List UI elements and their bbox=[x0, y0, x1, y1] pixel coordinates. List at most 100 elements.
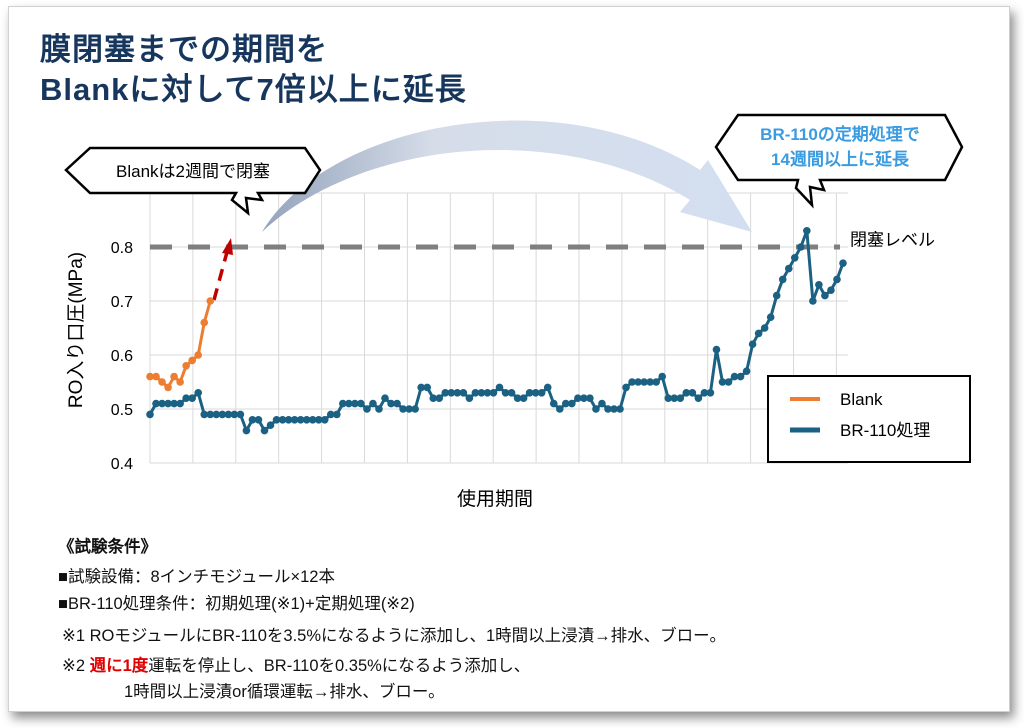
data-point-br110 bbox=[549, 399, 558, 408]
data-point-br110 bbox=[441, 389, 450, 397]
data-point-br110 bbox=[375, 405, 383, 413]
data-point-br110 bbox=[194, 389, 203, 397]
data-point-blank bbox=[206, 297, 215, 305]
y-tick-label: 0.6 bbox=[111, 348, 133, 365]
data-point-br110 bbox=[513, 394, 522, 403]
data-point-br110 bbox=[236, 410, 245, 419]
data-point-br110 bbox=[634, 378, 642, 386]
data-point-br110 bbox=[435, 394, 444, 403]
y-tick-label: 0.5 bbox=[111, 402, 133, 419]
data-point-br110 bbox=[839, 259, 847, 268]
legend-label-blank: Blank bbox=[840, 390, 883, 409]
data-point-br110 bbox=[682, 389, 691, 397]
callout-left-bubble bbox=[64, 146, 322, 216]
data-point-br110 bbox=[646, 378, 654, 386]
data-point-br110 bbox=[664, 394, 673, 403]
data-point-br110 bbox=[628, 378, 636, 386]
data-point-br110 bbox=[326, 410, 335, 419]
data-point-br110 bbox=[730, 372, 739, 381]
data-point-br110 bbox=[658, 372, 667, 381]
data-point-br110 bbox=[164, 399, 172, 408]
data-point-br110 bbox=[284, 416, 293, 424]
data-point-br110 bbox=[230, 410, 239, 419]
data-point-br110 bbox=[790, 253, 799, 262]
data-point-br110 bbox=[718, 378, 727, 386]
data-point-br110 bbox=[803, 227, 811, 235]
data-point-br110 bbox=[254, 416, 263, 424]
data-point-br110 bbox=[170, 399, 178, 408]
data-point-br110 bbox=[152, 399, 160, 408]
data-point-br110 bbox=[580, 394, 588, 403]
data-point-br110 bbox=[200, 410, 209, 419]
data-point-blank bbox=[158, 378, 166, 386]
data-point-br110 bbox=[218, 410, 227, 419]
data-point-br110 bbox=[146, 410, 154, 419]
data-point-br110 bbox=[345, 399, 353, 408]
data-point-blank bbox=[194, 351, 203, 359]
data-point-br110 bbox=[333, 410, 341, 419]
data-point-br110 bbox=[272, 416, 281, 424]
data-point-br110 bbox=[784, 264, 793, 273]
y-tick-label: 0.7 bbox=[111, 294, 133, 311]
data-point-br110 bbox=[706, 389, 715, 397]
data-point-br110 bbox=[363, 405, 371, 413]
note-2: ※2 週に1度運転を停止し、BR-110を0.35%になるよう添加し、 bbox=[62, 652, 530, 676]
note-2-prefix: ※2 bbox=[62, 657, 90, 675]
data-point-br110 bbox=[212, 410, 221, 419]
data-point-br110 bbox=[242, 426, 251, 435]
y-axis-label: RO入り口圧(MPa) bbox=[66, 252, 87, 408]
data-point-br110 bbox=[694, 394, 703, 403]
data-point-br110 bbox=[766, 313, 775, 322]
data-point-br110 bbox=[483, 389, 492, 397]
data-point-br110 bbox=[266, 421, 275, 430]
data-point-br110 bbox=[748, 340, 757, 349]
y-tick-label: 0.4 bbox=[111, 456, 133, 473]
data-point-br110 bbox=[652, 378, 660, 386]
data-point-br110 bbox=[724, 378, 733, 386]
data-point-br110 bbox=[519, 394, 528, 403]
data-point-br110 bbox=[821, 291, 829, 300]
data-point-br110 bbox=[604, 405, 612, 413]
data-point-br110 bbox=[574, 394, 582, 403]
data-point-br110 bbox=[610, 405, 618, 413]
data-point-br110 bbox=[616, 405, 624, 413]
data-point-br110 bbox=[531, 389, 540, 397]
data-point-br110 bbox=[670, 394, 679, 403]
data-point-br110 bbox=[351, 399, 359, 408]
data-point-br110 bbox=[700, 389, 709, 397]
data-point-br110 bbox=[471, 389, 480, 397]
title-line-1: 膜閉塞までの期間を bbox=[40, 32, 328, 67]
data-point-br110 bbox=[507, 389, 516, 397]
data-point-br110 bbox=[308, 416, 317, 424]
note-1: ※1 ROモジュールにBR-110を3.5%になるように添加し、1時間以上浸漬→… bbox=[62, 627, 727, 645]
data-point-blank bbox=[176, 378, 184, 386]
data-point-br110 bbox=[417, 383, 425, 392]
data-point-blank bbox=[152, 372, 160, 381]
data-point-br110 bbox=[688, 389, 697, 397]
data-point-br110 bbox=[754, 329, 763, 338]
data-point-br110 bbox=[833, 275, 841, 284]
data-point-br110 bbox=[537, 389, 546, 397]
data-point-blank bbox=[200, 318, 209, 327]
conditions-heading: 《試験条件》 bbox=[58, 538, 157, 556]
legend-label-br110: BR-110処理 bbox=[840, 421, 930, 440]
data-point-blank bbox=[182, 362, 190, 370]
note-2-line-2: 1時間以上浸漬or循環運転→排水、ブロー。 bbox=[124, 683, 445, 701]
big-curved-arrow bbox=[262, 120, 752, 232]
data-point-br110 bbox=[676, 394, 685, 403]
data-point-br110 bbox=[248, 416, 257, 424]
data-point-br110 bbox=[176, 399, 184, 408]
data-point-br110 bbox=[592, 405, 600, 413]
data-point-br110 bbox=[296, 416, 305, 424]
data-point-br110 bbox=[586, 394, 594, 403]
x-axis-label: 使用期間 bbox=[457, 488, 533, 510]
data-point-br110 bbox=[206, 410, 215, 419]
condition-equipment: ■試験設備：8インチモジュール×12本 bbox=[58, 568, 335, 586]
data-point-br110 bbox=[423, 383, 432, 392]
data-point-br110 bbox=[393, 399, 401, 408]
data-point-br110 bbox=[501, 389, 510, 397]
condition-treatment: ■BR-110処理条件：初期処理(※1)+定期処理(※2) bbox=[58, 595, 415, 613]
data-point-br110 bbox=[320, 416, 329, 424]
data-point-br110 bbox=[369, 399, 377, 408]
data-point-br110 bbox=[622, 383, 630, 392]
